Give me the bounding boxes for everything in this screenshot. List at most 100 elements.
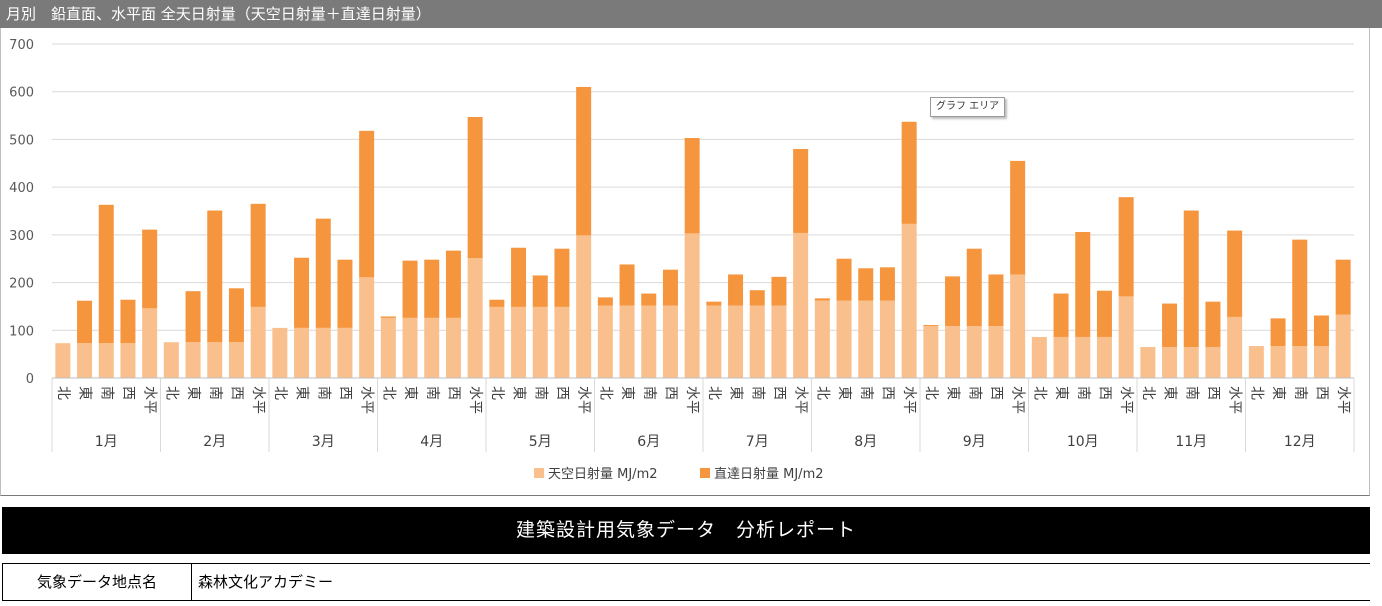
orientation-label: 東 xyxy=(294,386,310,400)
month-label: 5月 xyxy=(529,434,552,450)
bar-diffuse xyxy=(445,317,461,378)
orientation-label: 西 xyxy=(662,386,678,400)
bar-diffuse xyxy=(402,317,418,378)
bar-direct xyxy=(120,299,136,344)
bar-direct xyxy=(576,86,592,236)
orientation-label: 南 xyxy=(1183,386,1199,400)
bar-direct xyxy=(467,117,483,259)
bar-direct xyxy=(945,276,961,326)
orientation-label: 北 xyxy=(923,386,939,400)
legend-swatch-diffuse xyxy=(534,468,544,478)
orientation-label: 北 xyxy=(597,386,613,400)
stacked-bar-chart[interactable]: 0100200300400500600700北東南西水平1月北東南西水平2月北東… xyxy=(0,28,1370,496)
bar-direct xyxy=(728,274,744,306)
bar-direct xyxy=(554,248,570,307)
bar-direct xyxy=(662,269,678,306)
orientation-label: 西 xyxy=(988,386,1004,400)
legend-swatch-direct xyxy=(700,468,710,478)
orientation-label: 南 xyxy=(966,386,982,400)
month-label: 4月 xyxy=(420,434,443,450)
orientation-label: 南 xyxy=(424,386,440,400)
orientation-label: 東 xyxy=(1162,386,1178,400)
bar-direct xyxy=(315,218,331,328)
bar-diffuse xyxy=(315,327,331,378)
orientation-label: 水平 xyxy=(901,386,917,414)
bar-diffuse xyxy=(250,306,266,378)
bar-diffuse xyxy=(749,305,765,378)
orientation-label: 南 xyxy=(1292,386,1308,400)
orientation-label: 北 xyxy=(380,386,396,400)
bar-diffuse xyxy=(1270,346,1286,378)
month-label: 7月 xyxy=(746,434,769,450)
orientation-label: 西 xyxy=(1096,386,1112,400)
bar-diffuse xyxy=(793,232,809,378)
bar-direct xyxy=(445,250,461,318)
bar-direct xyxy=(142,229,158,309)
bar-diffuse xyxy=(511,306,527,378)
bar-diffuse xyxy=(163,342,179,378)
orientation-label: 水平 xyxy=(576,386,592,414)
bar-diffuse xyxy=(641,305,657,378)
bar-direct xyxy=(207,210,223,343)
bar-diffuse xyxy=(337,327,353,378)
bar-diffuse xyxy=(1248,346,1264,378)
orientation-label: 西 xyxy=(228,386,244,400)
bar-direct xyxy=(294,257,310,328)
bar-diffuse xyxy=(120,343,136,378)
orientation-label: 北 xyxy=(1140,386,1156,400)
bar-diffuse xyxy=(1335,314,1351,378)
gridlines xyxy=(52,43,1354,331)
bar-diffuse xyxy=(55,343,71,378)
orientation-label: 東 xyxy=(945,386,961,400)
bar-direct xyxy=(359,130,375,278)
orientation-label: 水平 xyxy=(1335,386,1351,414)
bar-diffuse xyxy=(923,325,939,378)
bar-diffuse xyxy=(771,305,787,378)
bars xyxy=(55,86,1351,378)
bar-diffuse xyxy=(966,325,982,378)
orientation-label: 水平 xyxy=(793,386,809,414)
month-label: 12月 xyxy=(1284,434,1316,450)
orientation-label: 西 xyxy=(554,386,570,400)
bar-diffuse xyxy=(706,305,722,378)
y-tick-label: 300 xyxy=(9,229,34,244)
chart-title: 月別 鉛直面、水平面 全天日射量（天空日射量＋直達日射量） xyxy=(0,0,1382,28)
bar-diffuse xyxy=(814,300,830,378)
bar-direct xyxy=(98,204,114,344)
month-label: 3月 xyxy=(312,434,335,450)
orientation-label: 南 xyxy=(315,386,331,400)
orientation-label: 北 xyxy=(55,386,71,400)
y-tick-label: 700 xyxy=(9,38,34,53)
legend-label-diffuse: 天空日射量 MJ/m2 xyxy=(548,466,658,482)
month-label: 11月 xyxy=(1175,434,1207,450)
orientation-label: 北 xyxy=(706,386,722,400)
bar-direct xyxy=(228,288,244,343)
bar-direct xyxy=(966,248,982,326)
bar-diffuse xyxy=(576,235,592,378)
orientation-label: 南 xyxy=(207,386,223,400)
month-label: 10月 xyxy=(1067,434,1099,450)
bar-direct xyxy=(1162,303,1178,347)
bar-direct xyxy=(923,325,939,326)
month-label: 9月 xyxy=(963,434,986,450)
y-tick-label: 600 xyxy=(9,86,34,101)
orientation-label: 東 xyxy=(619,386,635,400)
orientation-label: 水平 xyxy=(1227,386,1243,414)
orientation-label: 南 xyxy=(98,386,114,400)
bar-diffuse xyxy=(597,305,613,378)
orientation-label: 北 xyxy=(1031,386,1047,400)
bar-direct xyxy=(1313,315,1329,347)
bar-direct xyxy=(1335,259,1351,315)
orientation-label: 西 xyxy=(771,386,787,400)
orientation-label: 西 xyxy=(337,386,353,400)
bar-direct xyxy=(706,301,722,306)
bar-diffuse xyxy=(467,258,483,378)
orientation-label: 西 xyxy=(445,386,461,400)
chart-area[interactable] xyxy=(0,28,1370,496)
bar-direct xyxy=(402,260,418,318)
orientation-label: 水平 xyxy=(467,386,483,414)
orientation-label: 南 xyxy=(641,386,657,400)
station-name-value[interactable]: 森林文化アカデミー xyxy=(198,573,334,591)
orientation-label: 水平 xyxy=(684,386,700,414)
station-name-label: 気象データ地点名 xyxy=(3,564,192,600)
